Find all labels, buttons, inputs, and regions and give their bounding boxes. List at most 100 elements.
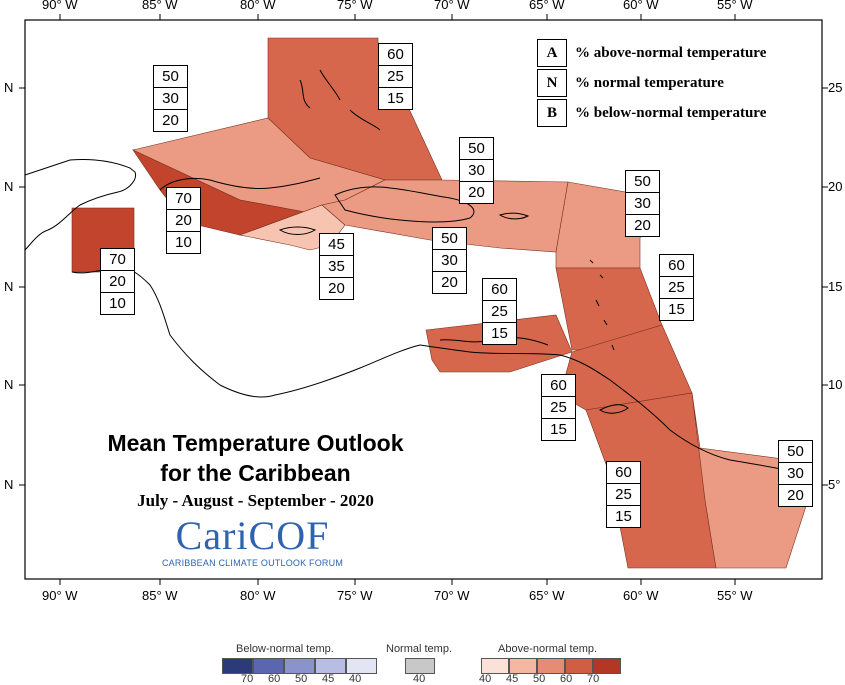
prob-above: 70 — [101, 249, 134, 271]
outlook-zones — [71, 37, 809, 569]
prob-below: 10 — [175, 234, 192, 251]
prob-box-hispaniola-north: 50 30 20 — [459, 137, 494, 204]
prob-below: 20 — [634, 217, 651, 234]
prob-box-suriname: 50 30 20 — [778, 440, 813, 507]
zone-suriname — [691, 392, 809, 569]
prob-below: 15 — [615, 508, 632, 525]
colorbar-below-swatch — [222, 658, 253, 674]
prob-below: 15 — [668, 301, 685, 318]
prob-box-leewards: 50 30 20 — [625, 170, 660, 237]
lon-label-bottom: 60° W — [623, 588, 659, 603]
map-title: Mean Temperature Outlook for the Caribbe… — [78, 428, 433, 512]
prob-box-hispaniola-south: 50 30 20 — [432, 227, 467, 294]
lat-label-right: 25 — [828, 80, 843, 95]
prob-below: 20 — [787, 487, 804, 504]
prob-normal: 20 — [167, 210, 200, 232]
title-line-2: for the Caribbean — [160, 460, 351, 486]
prob-box-belize: 70 20 10 — [100, 248, 135, 315]
prob-normal: 25 — [607, 484, 640, 506]
colorbar-above-tick: 45 — [506, 673, 519, 685]
prob-below: 15 — [491, 325, 508, 342]
abn-key: A % above-normal temperature N % normal … — [537, 38, 766, 128]
coastlines — [24, 69, 811, 476]
colorbar-above-swatch — [565, 658, 593, 674]
key-letter-a: A — [537, 39, 567, 67]
prob-above: 60 — [483, 279, 516, 301]
prob-box-abc-islands: 60 25 15 — [482, 278, 517, 345]
key-letter-b: B — [537, 99, 567, 127]
prob-below: 15 — [550, 421, 567, 438]
prob-below: 20 — [468, 184, 485, 201]
key-text-above: % above-normal temperature — [575, 44, 767, 61]
lon-label-top: 85° W — [142, 0, 178, 12]
colorbar-above-title: Above-normal temp. — [498, 643, 598, 655]
caricof-logo: CariCOF CARIBBEAN CLIMATE OUTLOOK FORUM — [150, 513, 355, 569]
prob-above: 60 — [660, 255, 693, 277]
prob-below: 20 — [162, 112, 179, 129]
colorbar-above-swatch — [537, 658, 565, 674]
lon-label-bottom: 55° W — [717, 588, 753, 603]
frame-ticks — [19, 14, 828, 585]
lon-label-top: 55° W — [717, 0, 753, 12]
prob-normal: 30 — [154, 88, 187, 110]
prob-normal: 20 — [101, 271, 134, 293]
logo-subtitle: CARIBBEAN CLIMATE OUTLOOK FORUM — [161, 558, 344, 568]
colorbar-above-tick: 40 — [479, 673, 492, 685]
prob-below: 10 — [109, 295, 126, 312]
lat-label-left: N — [4, 477, 14, 492]
prob-above: 70 — [167, 188, 200, 210]
lat-label-left: N — [4, 80, 14, 95]
colorbar-normal-swatch — [405, 658, 435, 674]
prob-box-cuba-north: 50 30 20 — [153, 65, 188, 132]
prob-above: 60 — [379, 44, 412, 66]
prob-above: 45 — [320, 234, 353, 256]
key-row-normal: N % normal temperature — [537, 68, 766, 98]
lon-label-bottom: 90° W — [42, 588, 78, 603]
colorbar-below-tick: 45 — [322, 673, 335, 685]
lat-label-left: N — [4, 279, 14, 294]
prob-box-jamaica: 45 35 20 — [319, 233, 354, 300]
colorbar-below-tick: 60 — [268, 673, 281, 685]
prob-box-trinidad: 60 25 15 — [541, 374, 576, 441]
prob-box-bahamas: 60 25 15 — [378, 43, 413, 110]
colorbar-below-swatch — [315, 658, 346, 674]
prob-below: 20 — [328, 280, 345, 297]
lon-label-top: 90° W — [42, 0, 78, 12]
lat-label-right: 15 — [828, 279, 843, 294]
lon-label-bottom: 85° W — [142, 588, 178, 603]
lon-label-bottom: 65° W — [529, 588, 565, 603]
lon-label-top: 65° W — [529, 0, 565, 12]
colorbar-below-swatch — [284, 658, 315, 674]
prob-normal: 30 — [433, 250, 466, 272]
colorbar-below-swatch — [253, 658, 284, 674]
prob-above: 50 — [460, 138, 493, 160]
lat-label-left: N — [4, 377, 14, 392]
key-text-normal: % normal temperature — [575, 74, 724, 91]
prob-normal: 30 — [779, 463, 812, 485]
lat-label-left: N — [4, 179, 14, 194]
colorbar-above-tick: 50 — [533, 673, 546, 685]
colorbar-above-tick: 70 — [587, 673, 600, 685]
lat-label-right: 5° — [828, 477, 841, 492]
lon-label-top: 60° W — [623, 0, 659, 12]
lon-label-bottom: 70° W — [434, 588, 470, 603]
key-row-above: A % above-normal temperature — [537, 38, 766, 68]
key-letter-n: N — [537, 69, 567, 97]
lon-label-bottom: 80° W — [240, 588, 276, 603]
colorbar-below-tick: 70 — [241, 673, 254, 685]
colorbar-below-swatch — [346, 658, 377, 674]
lat-label-right: 20 — [828, 179, 843, 194]
colorbar-below-tick: 50 — [295, 673, 308, 685]
prob-below: 20 — [441, 274, 458, 291]
colorbar-above-swatch — [481, 658, 509, 674]
colorbar-above-swatch — [593, 658, 621, 674]
colorbar-below-tick: 40 — [349, 673, 362, 685]
prob-above: 50 — [154, 66, 187, 88]
lon-label-top: 70° W — [434, 0, 470, 12]
logo-wordmark: CariCOF — [175, 513, 330, 558]
prob-normal: 25 — [660, 277, 693, 299]
prob-normal: 25 — [379, 66, 412, 88]
colorbar-above-swatch — [509, 658, 537, 674]
key-row-below: B % below-normal temperature — [537, 98, 766, 128]
lon-label-bottom: 75° W — [337, 588, 373, 603]
